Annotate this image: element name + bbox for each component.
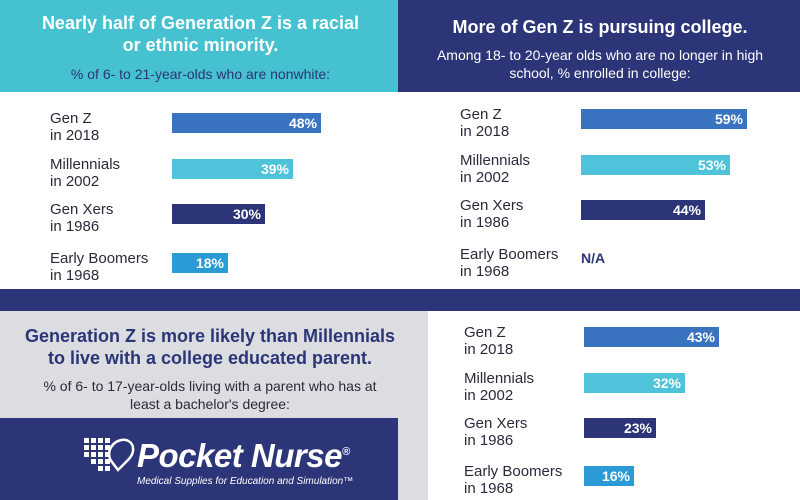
chart-nonwhite: Gen Z in 2018 48% Millennials in 2002 39% Ge… xyxy=(50,110,321,284)
panel2-title: More of Gen Z is pursuing college. xyxy=(452,17,748,37)
category-label: Gen Z in 2018 xyxy=(460,106,510,140)
bar-value-label: 23% xyxy=(623,420,652,436)
brand-name-text: Pocket Nurse xyxy=(137,437,342,474)
brand-tagline: Medical Supplies for Education and Simul… xyxy=(137,476,354,487)
panel1-subtitle: % of 6- to 21-year-olds who are nonwhite… xyxy=(70,66,331,82)
bar-value-label: 39% xyxy=(260,161,289,177)
panel2-header-bg xyxy=(398,0,800,92)
category-label: Early Boomers in 1968 xyxy=(460,246,559,280)
bar-value-label: 16% xyxy=(601,468,630,484)
bar: 59% xyxy=(581,109,747,129)
category-label: Gen Xers in 1986 xyxy=(50,201,114,235)
bar-value-label: 30% xyxy=(232,206,261,222)
panel1-header-bg xyxy=(0,0,398,92)
bar-value-label: 48% xyxy=(288,115,317,131)
category-label: Gen Xers in 1986 xyxy=(464,415,528,449)
category-label: Gen Xers in 1986 xyxy=(460,197,524,231)
bar: 32% xyxy=(584,373,685,393)
bar: 18% xyxy=(172,253,228,273)
category-label: Millennials in 2002 xyxy=(50,156,121,190)
bar: 53% xyxy=(581,155,730,175)
brand-registered: ® xyxy=(341,446,350,458)
category-label: Millennials in 2002 xyxy=(464,370,535,404)
bar: 44% xyxy=(581,200,705,220)
category-label: Gen Z in 2018 xyxy=(50,110,100,144)
bar-value-label: 43% xyxy=(686,329,715,345)
category-label: Early Boomers in 1968 xyxy=(464,463,563,497)
panel2-header: More of Gen Z is pursuing college. Among… xyxy=(420,16,780,82)
panel2-subtitle: Among 18- to 20-year olds who are no lon… xyxy=(436,47,764,81)
bar: 39% xyxy=(172,159,293,179)
panel1-header: Nearly half of Generation Z is a racial … xyxy=(8,12,393,83)
bar-value-label: 59% xyxy=(714,111,743,127)
panel1-title: Nearly half of Generation Z is a racial … xyxy=(41,13,360,55)
bar: 48% xyxy=(172,113,321,133)
panel3-header: Generation Z is more likely than Millenn… xyxy=(10,325,410,413)
logo-banner xyxy=(0,418,398,500)
category-label: Millennials in 2002 xyxy=(460,152,531,186)
bar: 23% xyxy=(584,418,656,438)
bar-value-label: 53% xyxy=(697,157,726,173)
bar: 43% xyxy=(584,327,719,347)
pocket-nurse-logo-icon xyxy=(84,438,135,472)
bar-value-label: 18% xyxy=(195,255,224,271)
panel3-subtitle: % of 6- to 17-year-olds living with a pa… xyxy=(43,378,377,412)
divider-band xyxy=(0,289,800,311)
bar-value-label: 44% xyxy=(672,202,701,218)
bar: 16% xyxy=(584,466,634,486)
bar-value-label: 32% xyxy=(652,375,681,391)
bar: 30% xyxy=(172,204,265,224)
na-label: N/A xyxy=(581,250,606,266)
category-label: Gen Z in 2018 xyxy=(464,324,514,358)
category-label: Early Boomers in 1968 xyxy=(50,250,149,284)
brand-name: Pocket Nurse® xyxy=(137,437,350,475)
panel3-title: Generation Z is more likely than Millenn… xyxy=(24,326,396,368)
